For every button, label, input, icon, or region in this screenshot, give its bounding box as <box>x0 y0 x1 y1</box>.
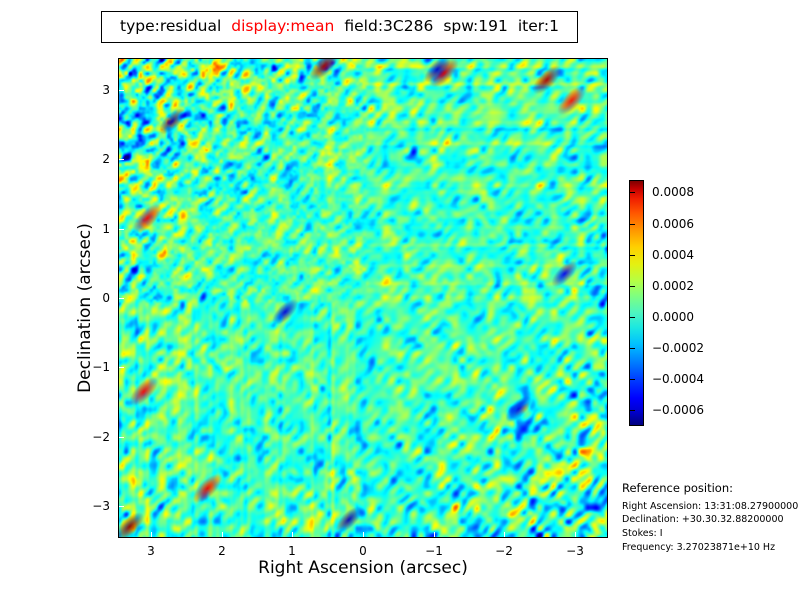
x-tick-mark <box>292 532 293 537</box>
reference-frequency: Frequency: 3.27023871e+10 Hz <box>622 541 776 553</box>
x-tick-mark <box>575 532 576 537</box>
y-tick-mark <box>119 506 124 507</box>
x-tick-label: −2 <box>495 544 513 558</box>
x-tick-label: 2 <box>218 544 226 558</box>
colorbar-tick-label: 0.0006 <box>652 217 694 231</box>
colorbar-tick-mark <box>630 192 635 193</box>
x-tick-mark <box>222 532 223 537</box>
y-tick-label: 0 <box>102 291 110 305</box>
colorbar-tick-mark <box>630 348 635 349</box>
residual-heatmap-canvas[interactable] <box>119 59 607 537</box>
y-tick-mark <box>119 90 124 91</box>
reference-position-heading: Reference position: <box>622 481 733 495</box>
colorbar-tick-mark <box>630 410 635 411</box>
colorbar-tick-mark <box>630 255 635 256</box>
reference-right-ascension: Right Ascension: 13:31:08.27900000 <box>622 500 799 512</box>
colorbar-tick-label: −0.0002 <box>652 341 705 355</box>
title-segment-spw: spw:191 <box>443 17 508 36</box>
y-tick-label: −2 <box>92 430 110 444</box>
y-tick-mark <box>119 229 124 230</box>
colorbar-tick-mark <box>630 317 635 318</box>
y-tick-mark <box>119 159 124 160</box>
colorbar-tick-mark <box>630 286 635 287</box>
title-segment-type: type:residual <box>120 17 222 36</box>
colorbar-tick-label: −0.0006 <box>652 403 705 417</box>
y-tick-mark <box>119 437 124 438</box>
colorbar-tick-label: −0.0004 <box>652 372 705 386</box>
x-tick-label: 3 <box>147 544 155 558</box>
x-tick-label: 0 <box>359 544 367 558</box>
colorbar-tick-mark <box>630 379 635 380</box>
title-segment-display: display:mean <box>231 17 335 36</box>
x-tick-mark <box>363 532 364 537</box>
y-tick-label: 3 <box>102 83 110 97</box>
reference-position-block: Reference position: Right Ascension: 13:… <box>622 481 800 555</box>
x-axis-title: Right Ascension (arcsec) <box>258 558 468 578</box>
y-tick-label: 2 <box>102 152 110 166</box>
colorbar[interactable]: 0.0008 0.0006 0.0004 0.0002 0.0000 −0.0002 −0.… <box>629 180 789 426</box>
colorbar-tick-label: 0.0002 <box>652 279 694 293</box>
title-segment-iter: iter:1 <box>517 17 559 36</box>
x-tick-label: −1 <box>425 544 443 558</box>
x-tick-mark <box>151 532 152 537</box>
colorbar-tick-label: 0.0004 <box>652 248 694 262</box>
residual-image-panel[interactable] <box>118 58 608 538</box>
title-segment-field: field:3C286 <box>344 17 434 36</box>
x-tick-mark <box>504 532 505 537</box>
colorbar-gradient[interactable] <box>629 180 644 426</box>
y-tick-label: −3 <box>92 499 110 513</box>
y-tick-mark <box>119 367 124 368</box>
x-tick-label: −3 <box>566 544 584 558</box>
y-axis-title: Declination (arcsec) <box>75 223 95 393</box>
colorbar-tick-mark <box>630 224 635 225</box>
x-tick-label: 1 <box>288 544 296 558</box>
reference-stokes: Stokes: I <box>622 528 663 540</box>
y-tick-label: 1 <box>102 222 110 236</box>
colorbar-tick-label: 0.0008 <box>652 185 694 199</box>
colorbar-tick-label: 0.0000 <box>652 310 694 324</box>
x-tick-mark <box>434 532 435 537</box>
image-title-bar: type:residual display:mean field:3C286 s… <box>101 11 578 43</box>
y-tick-mark <box>119 298 124 299</box>
reference-declination: Declination: +30.30.32.88200000 <box>622 514 784 526</box>
y-tick-label: −1 <box>92 360 110 374</box>
